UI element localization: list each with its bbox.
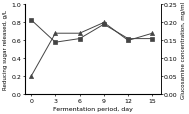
Y-axis label: Glucosamine concentration, mg/ml: Glucosamine concentration, mg/ml <box>180 2 186 98</box>
Y-axis label: Reducing sugar released, g/L: Reducing sugar released, g/L <box>3 10 9 90</box>
X-axis label: Fermentation period, day: Fermentation period, day <box>53 106 132 111</box>
